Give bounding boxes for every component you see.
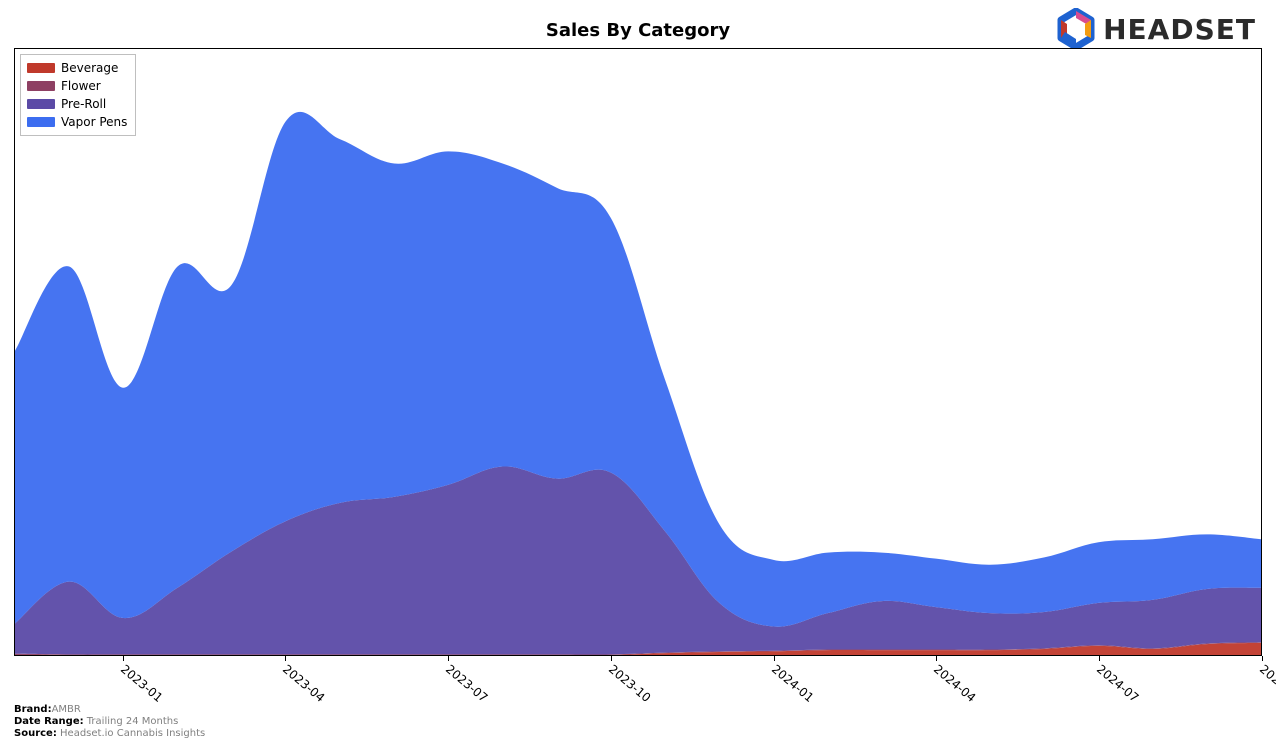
legend-label: Flower	[61, 79, 101, 93]
x-tick-label: 2023-07	[443, 662, 490, 705]
area-chart	[15, 49, 1261, 655]
legend-item: Vapor Pens	[27, 113, 127, 131]
x-tick	[285, 656, 286, 661]
legend-swatch	[27, 117, 55, 127]
x-tick-label: 2024-01	[769, 662, 816, 705]
x-tick	[1262, 656, 1263, 661]
x-tick-label: 2024-10	[1257, 662, 1276, 705]
x-tick-label: 2023-01	[118, 662, 165, 705]
footer-brand: Brand:AMBR	[14, 704, 205, 716]
x-tick-label: 2023-10	[606, 662, 653, 705]
logo: HEADSET	[1055, 8, 1256, 50]
legend-item: Beverage	[27, 59, 127, 77]
x-tick	[611, 656, 612, 661]
legend-swatch	[27, 81, 55, 91]
logo-text: HEADSET	[1103, 13, 1256, 46]
x-tick	[123, 656, 124, 661]
x-tick-label: 2023-04	[280, 662, 327, 705]
footer: Brand:AMBR Date Range: Trailing 24 Month…	[14, 704, 205, 740]
footer-range: Date Range: Trailing 24 Months	[14, 716, 205, 728]
footer-source: Source: Headset.io Cannabis Insights	[14, 728, 205, 740]
legend-label: Pre-Roll	[61, 97, 106, 111]
x-tick	[774, 656, 775, 661]
x-axis-labels: 2023-01 2023-04 2023-07 2023-10 2024-01 2024-…	[14, 656, 1262, 706]
legend-swatch	[27, 63, 55, 73]
legend: Beverage Flower Pre-Roll Vapor Pens	[20, 54, 136, 136]
x-tick	[448, 656, 449, 661]
legend-swatch	[27, 99, 55, 109]
legend-label: Vapor Pens	[61, 115, 127, 129]
x-tick	[1099, 656, 1100, 661]
x-tick	[936, 656, 937, 661]
legend-item: Flower	[27, 77, 127, 95]
root: Sales By Category HEADSET Beverage Flowe…	[0, 0, 1276, 746]
x-tick-label: 2024-04	[931, 662, 978, 705]
legend-label: Beverage	[61, 61, 118, 75]
legend-item: Pre-Roll	[27, 95, 127, 113]
plot-area	[14, 48, 1262, 656]
x-tick-label: 2024-07	[1094, 662, 1141, 705]
logo-icon	[1055, 8, 1097, 50]
